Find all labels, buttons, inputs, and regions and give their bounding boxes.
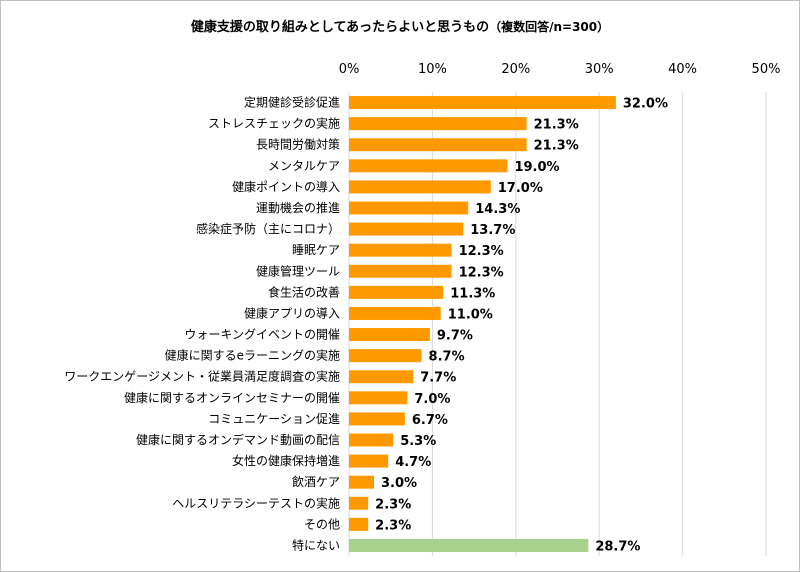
bar [349, 517, 369, 531]
data-label: 11.0% [448, 307, 493, 322]
bar [349, 454, 389, 468]
category-label: 健康ポイントの導入 [232, 179, 340, 194]
data-label: 5.3% [400, 434, 436, 449]
data-label: 12.3% [459, 244, 504, 259]
bar [349, 201, 469, 215]
category-label: ワークエンゲージメント・従業員満足度調査の実施 [64, 369, 340, 384]
category-label: 睡眠ケア [292, 243, 340, 257]
data-label: 19.0% [514, 160, 559, 175]
category-label: 食生活の改善 [268, 284, 340, 299]
x-tick-label: 0% [339, 62, 360, 77]
bar [349, 159, 508, 173]
category-label: その他 [304, 517, 340, 531]
category-label: 飲酒ケア [292, 474, 340, 489]
data-label: 7.7% [420, 371, 456, 386]
bar [349, 412, 405, 426]
category-label: 健康に関するオンデマンド動画の配信 [136, 432, 340, 447]
data-label: 32.0% [623, 97, 668, 112]
bar [349, 243, 452, 257]
data-label: 21.3% [534, 139, 579, 154]
category-label: 女性の健康保持増進 [232, 453, 340, 468]
bar [349, 328, 430, 342]
category-label: コミュニケーション促進 [208, 412, 340, 426]
category-label: ヘルスリテラシーテストの実施 [172, 495, 340, 510]
category-labels: 定期健診受診促進ストレスチェックの実施長時間労働対策メンタルケア健康ポイントの導… [64, 95, 340, 553]
data-labels: 32.0% 21.3% 21.3% 19.0% 17.0% 14.3% 13.7% 12.3%… [375, 97, 668, 555]
x-axis-ticks: 0% 10% 20% 30% 40% 50% [339, 62, 781, 77]
data-label: 12.3% [459, 265, 504, 280]
bar [349, 264, 452, 278]
data-label: 4.7% [395, 455, 431, 470]
x-tick-label: 30% [585, 62, 614, 77]
data-label: 2.3% [375, 497, 411, 512]
bar [349, 138, 527, 152]
category-label: 健康に関するオンラインセミナーの開催 [124, 390, 340, 405]
category-label: 運動機会の推進 [256, 200, 340, 215]
bars [349, 96, 616, 552]
bar [349, 370, 414, 384]
category-label: 定期健診受診促進 [244, 95, 340, 110]
bar [349, 538, 589, 552]
x-tick-label: 20% [501, 62, 530, 77]
chart-title: 健康支援の取り組みとしてあったらよいと思うもの（複数回答/n=300） [0, 16, 800, 35]
chart-title-main: 健康支援の取り組みとしてあったらよいと思うもの [190, 20, 490, 35]
category-label: ストレスチェックの実施 [208, 116, 340, 131]
bar [349, 391, 408, 405]
bar [349, 306, 441, 320]
bar [349, 433, 394, 447]
bar [349, 496, 369, 510]
category-label: 特にない [292, 537, 340, 552]
category-label: 健康に関するeラーニングの実施 [165, 348, 340, 363]
category-label: 健康管理ツール [256, 263, 340, 278]
bar [349, 222, 464, 236]
x-tick-label: 40% [668, 62, 697, 77]
bar [349, 96, 616, 110]
category-label: ウォーキングイベントの開催 [184, 328, 340, 342]
bar [349, 180, 491, 194]
bar [349, 349, 422, 363]
chart-title-sub: （複数回答/n=300） [489, 20, 610, 34]
bar [349, 117, 527, 131]
data-label: 3.0% [381, 476, 417, 491]
category-label: 長時間労働対策 [256, 138, 340, 152]
category-label: 健康アプリの導入 [244, 305, 340, 320]
bar [349, 285, 444, 299]
data-label: 28.7% [595, 539, 640, 554]
data-label: 2.3% [375, 518, 411, 533]
data-label: 17.0% [498, 181, 543, 196]
data-label: 13.7% [470, 223, 515, 238]
data-label: 9.7% [437, 329, 473, 344]
bar [349, 475, 375, 489]
x-tick-label: 10% [418, 62, 447, 77]
category-label: 感染症予防（主にコロナ） [196, 221, 340, 236]
category-label: メンタルケア [268, 159, 340, 173]
data-label: 8.7% [429, 350, 465, 365]
data-label: 7.0% [414, 392, 450, 407]
data-label: 21.3% [534, 118, 579, 133]
data-label: 6.7% [412, 413, 448, 428]
data-label: 14.3% [475, 202, 520, 217]
x-tick-label: 50% [752, 62, 781, 77]
data-label: 11.3% [450, 286, 495, 301]
